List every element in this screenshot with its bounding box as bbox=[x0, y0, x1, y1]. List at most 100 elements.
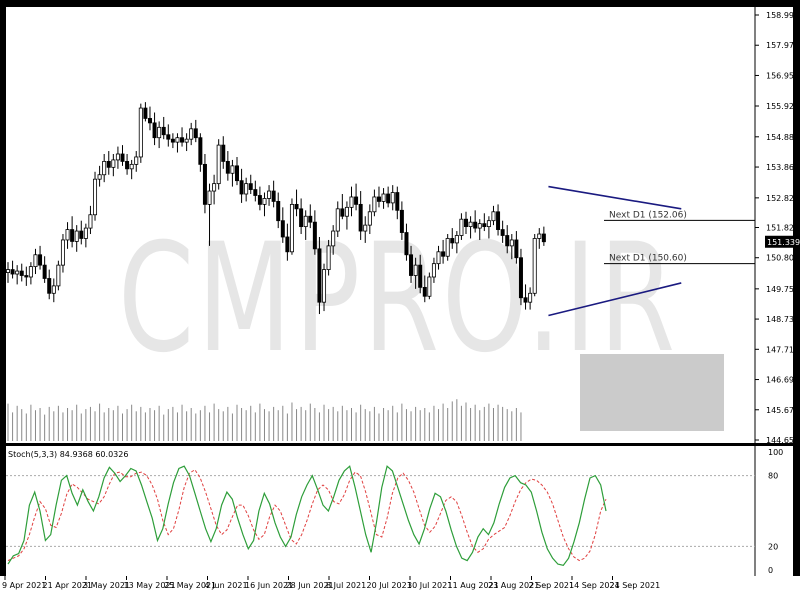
candle bbox=[161, 116, 166, 140]
candle bbox=[202, 153, 207, 214]
candle-body bbox=[331, 230, 336, 247]
date-tick-label: 2 Sep 2021 bbox=[529, 581, 575, 590]
candle bbox=[276, 192, 281, 229]
stochastic-layer: 100 80 20 0 bbox=[6, 448, 783, 575]
candle bbox=[38, 245, 43, 270]
candle-body bbox=[523, 297, 528, 303]
candle-body bbox=[450, 238, 455, 244]
candle-body bbox=[496, 211, 501, 230]
candle-body bbox=[354, 196, 359, 205]
candle-body bbox=[262, 198, 267, 205]
date-tick-label: 28 Jun 2021 bbox=[286, 581, 334, 590]
candle-body bbox=[418, 264, 423, 288]
candle-body bbox=[335, 208, 340, 232]
candle bbox=[15, 265, 20, 285]
candle-body bbox=[294, 203, 299, 210]
candle bbox=[376, 186, 381, 208]
candle bbox=[326, 239, 331, 276]
date-tick-label: 13 May 2021 bbox=[124, 581, 176, 590]
candle bbox=[125, 153, 130, 175]
current-price-label: 151.339 bbox=[767, 238, 800, 247]
candle bbox=[184, 133, 189, 152]
candle-body bbox=[285, 236, 290, 253]
candle-body bbox=[463, 218, 468, 228]
candle bbox=[473, 210, 478, 233]
candle bbox=[193, 119, 198, 143]
candle-body bbox=[56, 264, 61, 287]
candle bbox=[244, 177, 249, 202]
candle-body bbox=[138, 107, 143, 158]
candle-body bbox=[303, 215, 308, 228]
candle bbox=[24, 266, 29, 286]
candle bbox=[322, 263, 327, 312]
candle-body bbox=[234, 165, 239, 182]
price-tick-label: 153.860 bbox=[766, 163, 799, 172]
candle bbox=[418, 254, 423, 294]
candle bbox=[486, 216, 491, 239]
level-layer: Next D1 (152.06) Next D1 (150.60) bbox=[604, 210, 755, 265]
candle-body bbox=[349, 196, 354, 208]
candle bbox=[42, 256, 47, 283]
candle bbox=[74, 225, 79, 252]
candle-body bbox=[106, 161, 111, 168]
candle bbox=[19, 263, 24, 282]
candle-body bbox=[482, 223, 487, 228]
level-label: Next D1 (150.60) bbox=[609, 254, 687, 264]
candle bbox=[147, 106, 152, 131]
candle bbox=[28, 262, 33, 285]
date-tick-label: 16 Jun 2021 bbox=[245, 581, 293, 590]
candle bbox=[51, 278, 56, 303]
candle-layer bbox=[6, 102, 546, 315]
candle-body bbox=[344, 206, 349, 217]
price-tick-label: 158.990 bbox=[766, 11, 799, 20]
candle bbox=[70, 216, 75, 248]
candle-body bbox=[170, 138, 175, 143]
stoch-level-label: 80 bbox=[768, 472, 778, 481]
date-tick-label: 30 Jul 2021 bbox=[407, 581, 452, 590]
current-price-box bbox=[765, 235, 793, 248]
candle-body bbox=[125, 161, 130, 170]
candle bbox=[115, 146, 120, 169]
candle bbox=[56, 260, 61, 291]
candle bbox=[532, 234, 537, 297]
candle-body bbox=[115, 153, 120, 161]
stoch-signal-line bbox=[7, 469, 607, 562]
candle bbox=[509, 234, 514, 260]
candle bbox=[441, 239, 446, 264]
candle-body bbox=[225, 161, 230, 174]
candle bbox=[253, 180, 258, 202]
candle bbox=[450, 228, 455, 249]
candle-body bbox=[102, 161, 107, 176]
date-axis-panel bbox=[0, 576, 800, 600]
candle-body bbox=[413, 264, 418, 276]
candle bbox=[528, 287, 533, 310]
candle-body bbox=[221, 144, 226, 162]
candle-body bbox=[363, 224, 368, 232]
candle-body bbox=[395, 192, 400, 211]
candle-body bbox=[74, 230, 79, 242]
candle-body bbox=[509, 239, 514, 247]
candle-body bbox=[10, 269, 15, 275]
candle bbox=[157, 121, 162, 149]
candle bbox=[335, 201, 340, 237]
candle bbox=[257, 186, 262, 211]
candle bbox=[459, 213, 464, 240]
candle bbox=[234, 156, 239, 186]
candle bbox=[340, 194, 345, 220]
candle bbox=[386, 186, 391, 208]
candle bbox=[468, 216, 473, 239]
candle-body bbox=[88, 214, 93, 229]
candle bbox=[399, 201, 404, 240]
candle-body bbox=[399, 209, 404, 233]
candle-body bbox=[381, 193, 386, 202]
candle bbox=[207, 183, 212, 246]
candle-body bbox=[532, 238, 537, 294]
candle-body bbox=[454, 235, 459, 244]
candle-body bbox=[340, 208, 345, 217]
candle-body bbox=[537, 233, 542, 239]
candle-body bbox=[376, 196, 381, 202]
price-tick-label: 151.820 bbox=[766, 224, 799, 233]
candle bbox=[303, 210, 308, 240]
candle-body bbox=[427, 276, 432, 297]
candle-body bbox=[152, 122, 157, 139]
